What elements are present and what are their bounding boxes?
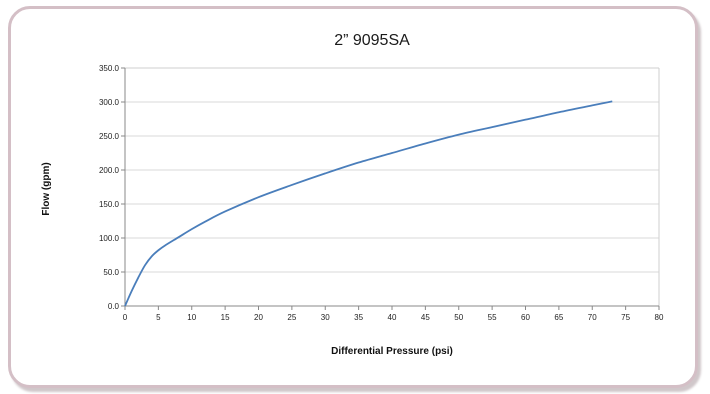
chart-card [8,6,698,388]
x-tick-label: 40 [388,313,397,322]
x-axis-label: Differential Pressure (psi) [331,346,453,357]
y-tick-label: 200.0 [99,166,120,175]
x-tick-label: 60 [521,313,530,322]
y-tick-label: 150.0 [99,200,120,209]
x-tick-label: 5 [156,313,161,322]
tick-labels: 0.0 50.0 100.0 150.0 200.0 250.0 300.0 350.0 0 5 1… [99,64,664,322]
y-tick-label: 50.0 [103,268,119,277]
y-tick-label: 350.0 [99,64,120,73]
y-axis-label: Flow (gpm) [41,162,52,215]
x-tick-label: 75 [621,313,630,322]
gridlines [125,67,659,273]
axes [121,67,660,310]
x-tick-label: 30 [321,313,330,322]
y-tick-label: 250.0 [99,132,120,141]
y-tick-label: 300.0 [99,98,120,107]
x-tick-label: 80 [655,313,664,322]
y-tick-label: 0.0 [108,302,120,311]
series-layer [124,100,613,307]
x-tick-label: 0 [123,313,128,322]
x-tick-label: 35 [354,313,363,322]
x-tick-label: 70 [588,313,597,322]
x-tick-label: 10 [187,313,196,322]
x-tick-label: 15 [221,313,230,322]
y-tick-label: 100.0 [99,234,120,243]
x-tick-label: 65 [554,313,563,322]
x-tick-label: 45 [421,313,430,322]
chart-title: 2” 9095SA [334,32,410,49]
x-tick-label: 20 [254,313,263,322]
x-tick-label: 55 [488,313,497,322]
x-tick-label: 50 [454,313,463,322]
x-tick-label: 25 [287,313,296,322]
flow-series-line [124,100,613,307]
